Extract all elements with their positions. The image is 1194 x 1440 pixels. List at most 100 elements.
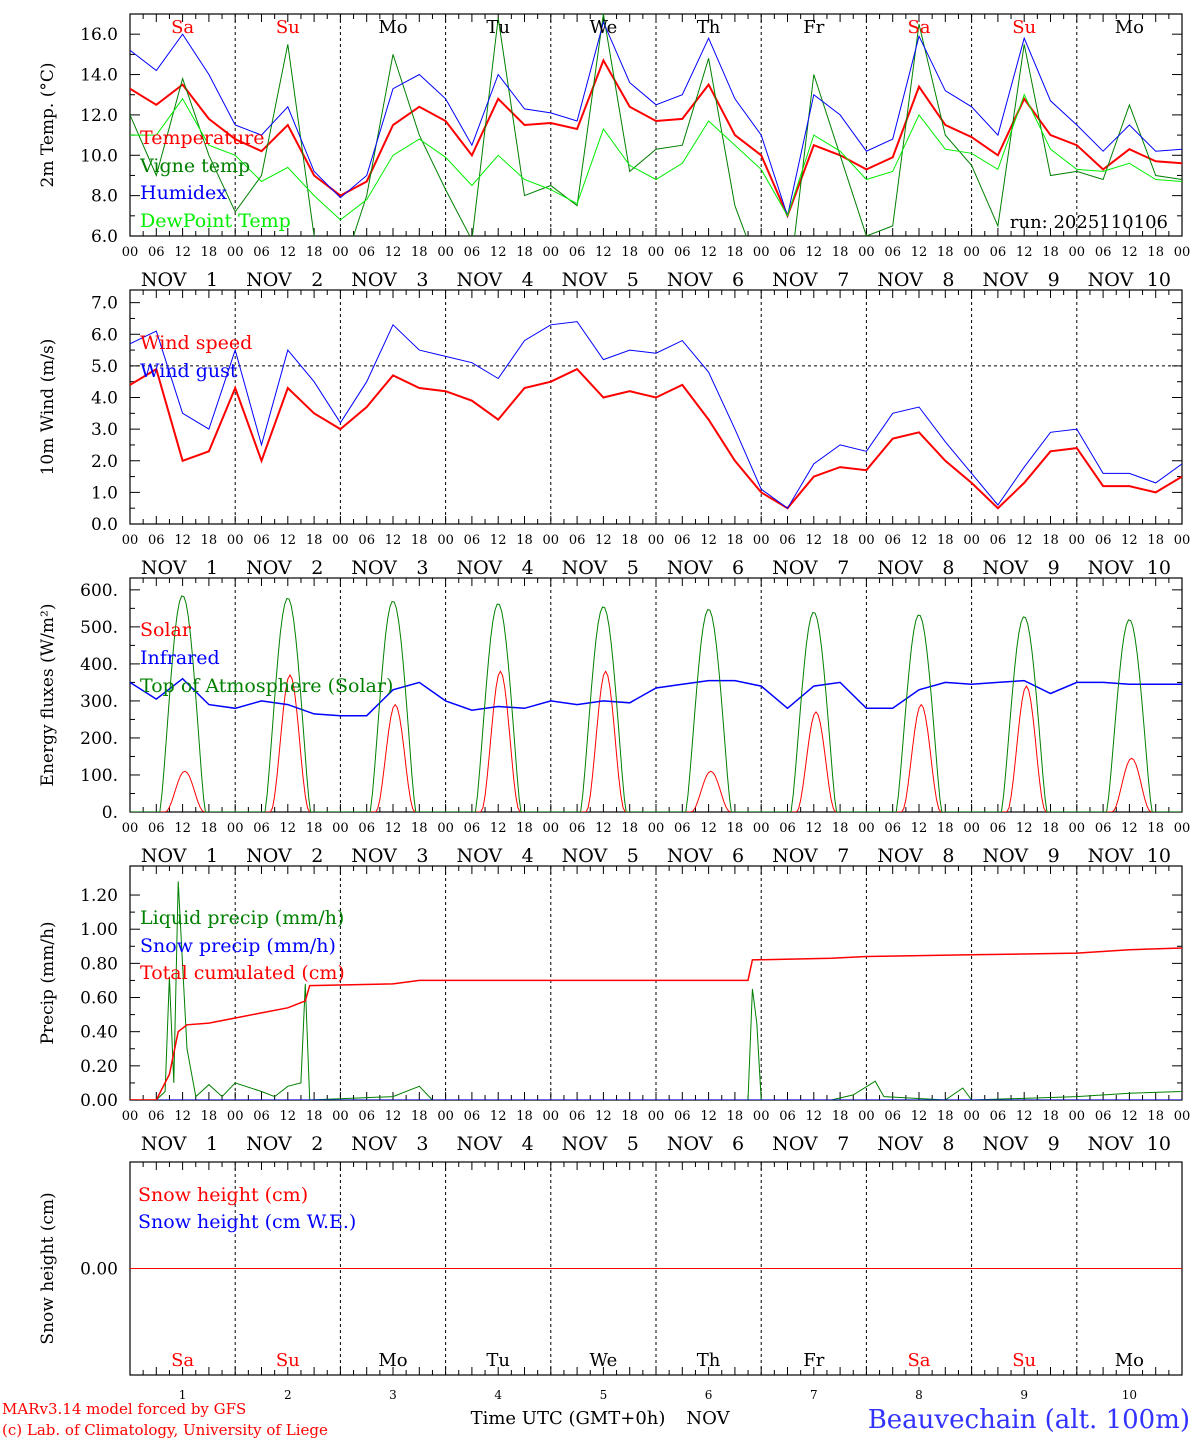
x-hour-label: 06 xyxy=(358,821,375,836)
y-tick-label: 2.0 xyxy=(91,452,118,472)
x-hour-label: 06 xyxy=(569,533,586,548)
x-hour-label: 06 xyxy=(990,1109,1007,1124)
x-date-label: 4 xyxy=(522,557,534,579)
x-date-label: 1 xyxy=(206,1133,218,1155)
series-group xyxy=(130,881,1182,1100)
x-hour-label: 00 xyxy=(122,245,139,260)
day-name-label: We xyxy=(590,17,618,38)
x-hour-label: 18 xyxy=(832,533,849,548)
series-line-solar xyxy=(130,670,1182,812)
x-hour-label: 18 xyxy=(411,821,428,836)
y-tick-label: 0.00 xyxy=(80,1260,118,1280)
x-hour-label: 00 xyxy=(858,821,875,836)
x-month-label: NOV xyxy=(351,557,397,579)
x-hour-label: 12 xyxy=(385,245,402,260)
legend-entry: Vigne temp xyxy=(139,155,250,177)
y-tick-label: 300. xyxy=(80,692,118,712)
series-group xyxy=(130,595,1182,812)
x-month-label: NOV xyxy=(667,557,713,579)
x-hour-label: 12 xyxy=(280,245,297,260)
x-hour-label: 18 xyxy=(1147,821,1164,836)
series-group xyxy=(130,14,1182,236)
series-group xyxy=(130,321,1182,510)
x-date-label: 2 xyxy=(311,269,323,291)
x-hour-label: 12 xyxy=(174,533,191,548)
x-hour-label: 06 xyxy=(253,245,270,260)
x-hour-label: 12 xyxy=(1016,533,1033,548)
x-date-label: 6 xyxy=(732,1133,744,1155)
x-month-label: NOV xyxy=(562,845,608,867)
x-date-label: 4 xyxy=(522,1133,534,1155)
y-tick-label: 10.0 xyxy=(80,146,118,166)
x-hour-label: 00 xyxy=(437,245,454,260)
x-hour-label: 06 xyxy=(253,821,270,836)
x-hour-label: 06 xyxy=(674,1109,691,1124)
y-axis-label: Snow height (cm) xyxy=(38,1192,58,1344)
series-line-infrared xyxy=(130,677,1182,717)
x-hour-label: 12 xyxy=(385,1109,402,1124)
x-date-label: 8 xyxy=(942,557,954,579)
x-date-label: 10 xyxy=(1147,269,1171,291)
legend-entry: Wind gust xyxy=(140,360,238,382)
x-hour-label: 00 xyxy=(437,1109,454,1124)
x-hour-label: 06 xyxy=(884,821,901,836)
x-axis-label: Time UTC (GMT+0h) xyxy=(471,1408,666,1429)
x-hour-label: 12 xyxy=(1121,533,1138,548)
x-month-label: NOV xyxy=(141,557,187,579)
x-hour-label: 12 xyxy=(490,1109,507,1124)
x-date-label: 5 xyxy=(627,557,639,579)
x-hour-label: 06 xyxy=(990,533,1007,548)
x-hour-label: 18 xyxy=(201,821,218,836)
y-tick-label: 6.0 xyxy=(91,227,118,247)
x-hour-label: 00 xyxy=(963,821,980,836)
x-hour-label: 00 xyxy=(122,1109,139,1124)
x-hour-label: 06 xyxy=(674,245,691,260)
x-hour-label: 06 xyxy=(884,533,901,548)
x-hour-label: 00 xyxy=(648,533,665,548)
day-name-label: Mo xyxy=(1115,17,1144,38)
x-hour-label: 18 xyxy=(201,533,218,548)
run-annotation: run: 2025110106 xyxy=(1010,212,1168,233)
x-hour-label: 12 xyxy=(280,821,297,836)
x-hour-label: 12 xyxy=(700,1109,717,1124)
x-hour-label: 06 xyxy=(990,245,1007,260)
day-name-label: Sa xyxy=(171,17,194,38)
x-month-label: NOV xyxy=(351,845,397,867)
x-date-label: 5 xyxy=(627,1133,639,1155)
x-hour-label: 18 xyxy=(621,821,638,836)
x-hour-label: 18 xyxy=(727,1109,744,1124)
x-date-label: 8 xyxy=(942,1133,954,1155)
x-month-label: NOV xyxy=(667,269,713,291)
x-hour-label: 12 xyxy=(700,533,717,548)
x-month-label: NOV xyxy=(141,269,187,291)
x-hour-label: 12 xyxy=(280,533,297,548)
x-date-label: 6 xyxy=(732,845,744,867)
x-hour-label: 00 xyxy=(1069,1109,1086,1124)
x-hour-label: 12 xyxy=(595,821,612,836)
plot-frame xyxy=(129,13,1183,237)
x-hour-label: 18 xyxy=(937,245,954,260)
y-tick-label: 0. xyxy=(102,803,118,823)
x-hour-label: 06 xyxy=(779,821,796,836)
panel-1: 6.0 8.0 10.0 12.0 14.0 16.0 2m Temp. (°C) Tempe… xyxy=(38,13,1190,291)
x-date-label: 7 xyxy=(837,269,849,291)
x-date-label: 4 xyxy=(494,1388,502,1402)
x-month-label: NOV xyxy=(667,1133,713,1155)
y-tick-label: 0.00 xyxy=(80,1091,118,1111)
panel-4: 0.00 0.20 0.40 0.60 0.80 1.00 1.20 Precip (mm/h… xyxy=(38,865,1190,1155)
x-date-label: 7 xyxy=(837,557,849,579)
series-line-total-cumulated-cm- xyxy=(130,947,1182,1100)
legend-entry: Solar xyxy=(140,619,192,641)
lab-credit: (c) Lab. of Climatology, University of L… xyxy=(2,1421,328,1439)
x-hour-label: 12 xyxy=(911,245,928,260)
x-date-label: 9 xyxy=(1048,845,1060,867)
x-hour-label: 00 xyxy=(332,245,349,260)
x-hour-label: 12 xyxy=(280,1109,297,1124)
x-hour-label: 00 xyxy=(227,1109,244,1124)
x-hour-label: 00 xyxy=(543,821,560,836)
y-tick-label: 0.40 xyxy=(80,1023,118,1043)
x-hour-label: 12 xyxy=(174,245,191,260)
x-date-label: 7 xyxy=(810,1388,818,1402)
x-month-label: NOV xyxy=(982,1133,1028,1155)
